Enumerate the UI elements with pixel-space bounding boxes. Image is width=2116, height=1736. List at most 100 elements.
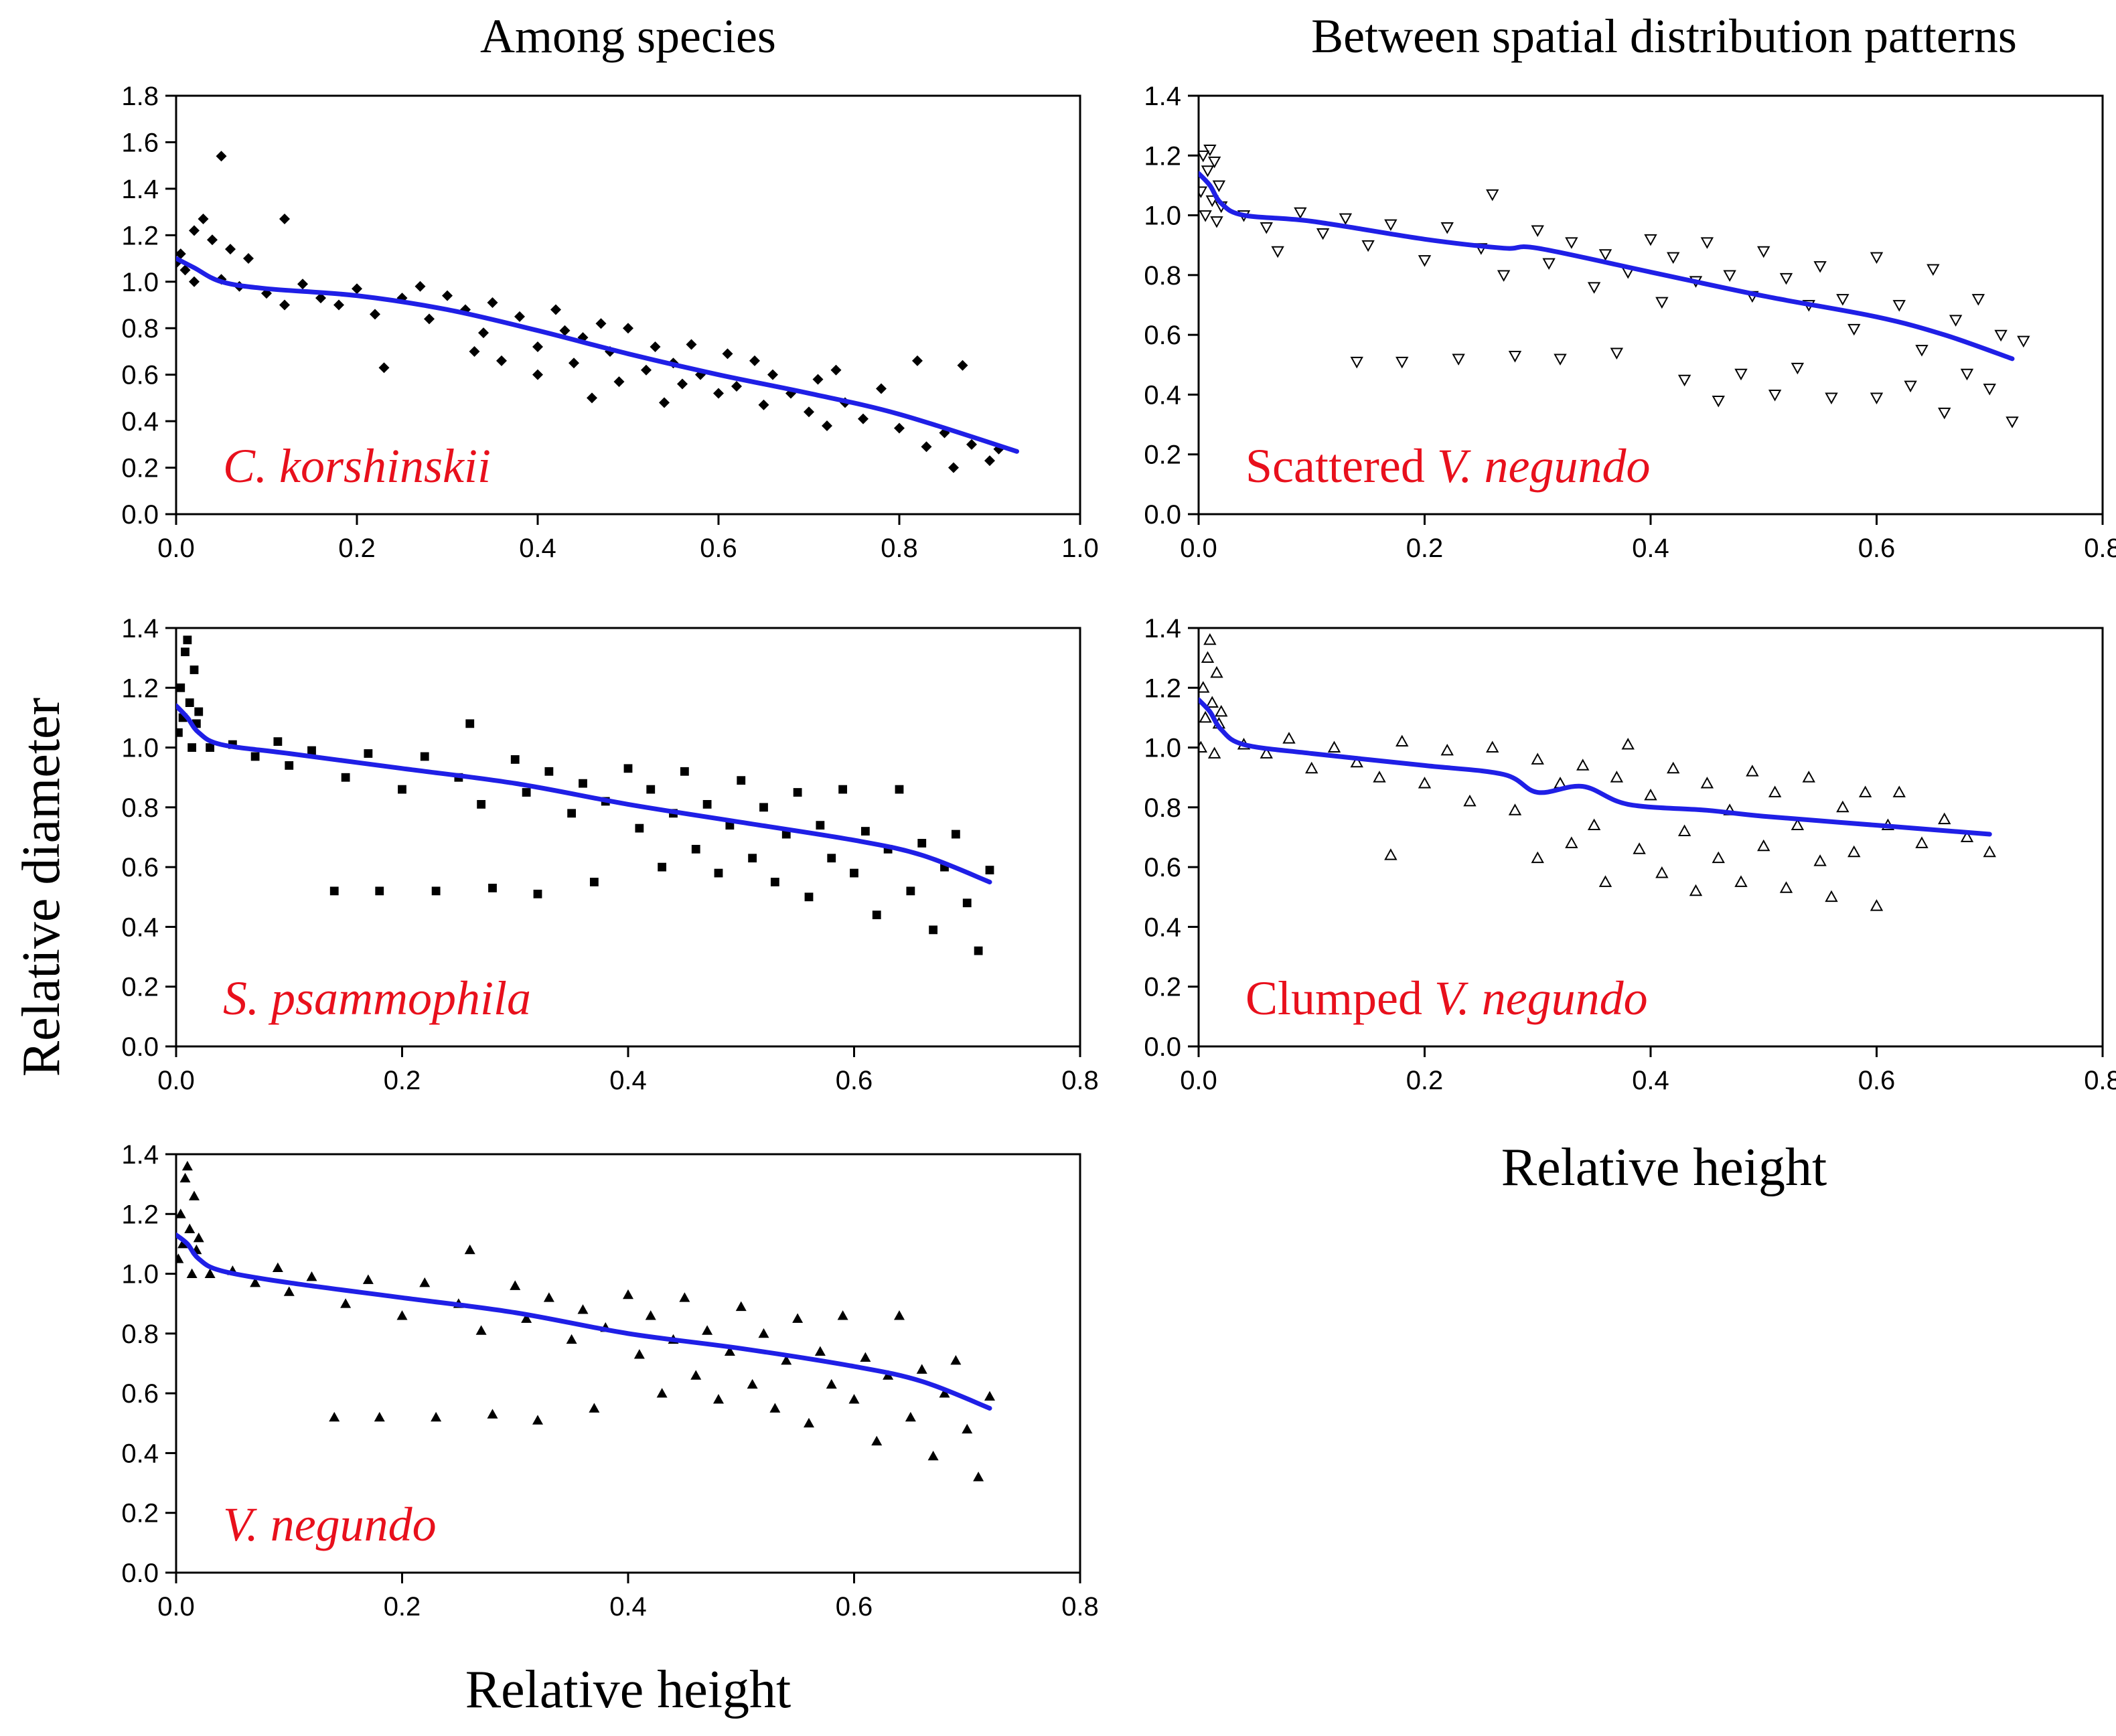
data-point (1847, 323, 1861, 336)
data-point (478, 327, 489, 339)
data-point (544, 767, 554, 776)
data-point (804, 406, 814, 418)
x-tick-label: 0.6 (836, 1066, 873, 1095)
data-point (487, 297, 498, 309)
data-point (713, 1394, 724, 1404)
data-points (1199, 633, 1996, 911)
y-tick-label: 0.6 (121, 361, 159, 390)
data-point (633, 1349, 645, 1359)
data-point (1938, 407, 1951, 420)
data-point (1486, 740, 1499, 753)
data-point (1199, 150, 1210, 163)
x-tick-label: 0.0 (157, 1592, 195, 1622)
panel-label: C. korshinskii (223, 439, 491, 493)
data-point (533, 889, 542, 898)
data-point (329, 1411, 340, 1422)
data-point (1508, 803, 1522, 815)
data-point (690, 1370, 702, 1380)
data-point (477, 799, 486, 809)
data-point (181, 647, 190, 657)
x-tick-label: 0.2 (384, 1592, 421, 1622)
panel-label-italic: S. psammophila (223, 971, 531, 1025)
data-point (1677, 374, 1691, 387)
data-point (735, 1301, 747, 1312)
y-tick-label: 0.8 (1144, 793, 1181, 823)
data-point (1384, 219, 1397, 232)
data-point (916, 1364, 927, 1374)
y-tick-label: 0.6 (121, 1379, 159, 1409)
data-point (1554, 353, 1567, 366)
y-tick-label: 0.8 (1144, 261, 1181, 291)
x-tick-label: 0.2 (338, 534, 376, 563)
data-point (759, 803, 768, 812)
data-point (1294, 207, 1307, 220)
y-tick-label: 0.4 (1144, 380, 1181, 410)
data-point (1203, 633, 1217, 645)
data-point (567, 809, 577, 818)
data-point (510, 755, 520, 764)
data-point (364, 749, 373, 758)
data-point (1949, 315, 1963, 327)
data-point (1486, 189, 1499, 202)
data-point (1655, 866, 1669, 878)
x-tick-label: 0.0 (157, 534, 195, 563)
x-tick-label: 0.8 (881, 534, 918, 563)
y-tick-label: 1.0 (121, 268, 159, 297)
data-point (181, 1160, 193, 1171)
y-tick-label: 0.2 (1144, 973, 1181, 1002)
y-tick-label: 1.0 (121, 734, 159, 763)
data-point (871, 1435, 883, 1445)
data-point (804, 1417, 814, 1428)
data-point (645, 1310, 656, 1320)
data-point (691, 844, 700, 854)
data-point (758, 399, 769, 410)
data-point (176, 1253, 184, 1263)
data-point (1712, 851, 1725, 864)
panel-label-plain: Scattered (1245, 439, 1437, 493)
x-tick-label: 0.4 (1632, 1066, 1669, 1095)
data-point (623, 1289, 633, 1299)
data-point (187, 743, 197, 752)
x-tick-label: 0.6 (1858, 1066, 1896, 1095)
data-point (850, 868, 858, 878)
data-point (496, 355, 507, 366)
data-point (431, 886, 441, 896)
data-point (860, 827, 870, 836)
y-tick-label: 0.0 (1144, 1032, 1181, 1062)
data-point (1734, 875, 1748, 887)
y-axis-title: Relative diameter (12, 698, 71, 1077)
data-point (487, 1409, 498, 1419)
data-point (1327, 740, 1341, 753)
x-axis-title-right: Relative height (1501, 1138, 1827, 1197)
data-point (747, 1378, 758, 1389)
data-point (951, 830, 960, 839)
data-point (216, 151, 227, 162)
y-tick-label: 0.0 (1144, 500, 1181, 530)
data-point (1205, 696, 1219, 708)
data-point (1847, 845, 1861, 858)
data-point (532, 369, 543, 380)
y-tick-label: 0.2 (121, 454, 159, 483)
data-point (731, 381, 742, 392)
data-point (1689, 884, 1703, 896)
x-tick-label: 0.4 (609, 1592, 647, 1622)
x-tick-label: 0.6 (1858, 534, 1896, 563)
data-point (1768, 785, 1782, 797)
x-tick-label: 0.6 (700, 534, 737, 563)
x-tick-label: 0.6 (836, 1592, 873, 1622)
data-point (1700, 777, 1714, 789)
y-tick-label: 1.0 (1144, 734, 1181, 763)
x-tick-label: 0.8 (1061, 1592, 1099, 1622)
data-point (341, 773, 350, 782)
data-point (650, 341, 661, 352)
data-point (1565, 237, 1578, 249)
data-point (1791, 818, 1805, 831)
data-point (204, 1268, 216, 1278)
data-point (475, 1325, 487, 1335)
data-point (641, 364, 652, 376)
data-point (1339, 213, 1353, 226)
data-point (1971, 294, 1985, 306)
data-point (962, 898, 972, 908)
data-point (1384, 848, 1397, 860)
data-point (1542, 258, 1556, 270)
